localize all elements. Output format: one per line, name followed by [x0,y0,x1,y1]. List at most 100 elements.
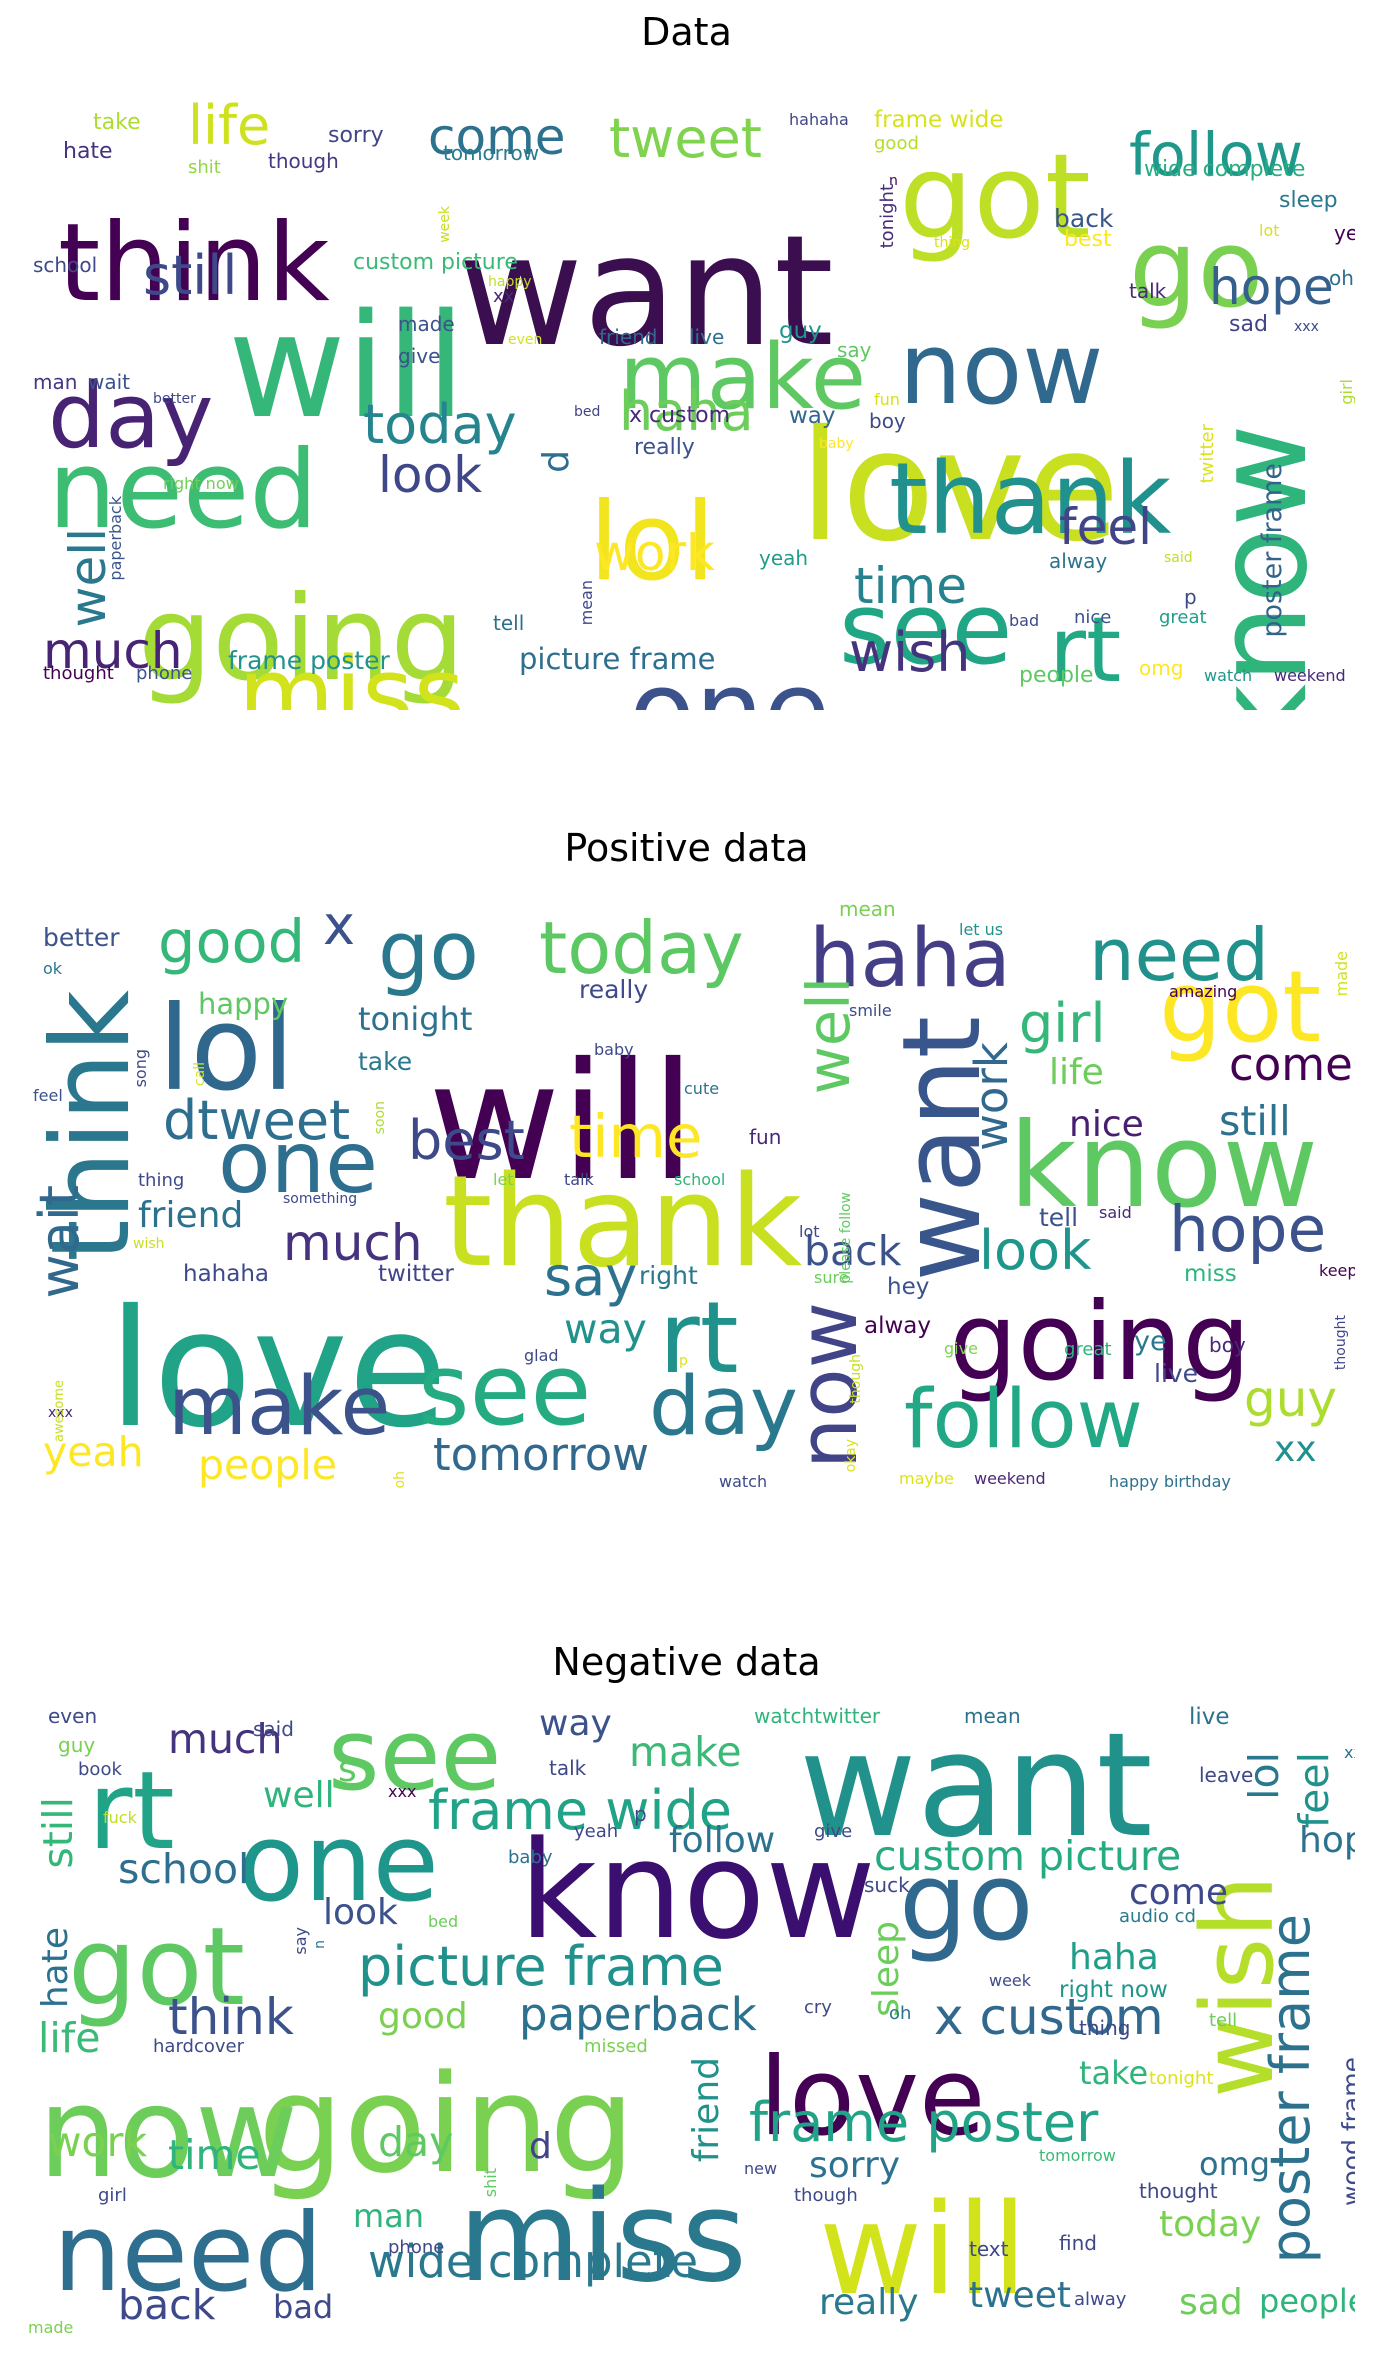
word-cloud-word: s [338,1749,357,1790]
word-cloud-word: want [799,1701,1153,1869]
word-cloud-word: much [43,622,183,680]
word-cloud-word: wish [849,621,971,684]
word-cloud-word: bed [574,404,601,420]
word-cloud-word: well [794,977,863,1095]
word-cloud-word: come [1129,1872,1229,1913]
word-cloud-word: sorry [328,123,384,148]
word-cloud-word: people [1259,2282,1355,2320]
word-cloud-word: dtweet [163,1089,351,1152]
word-cloud-word: say [837,338,872,362]
word-cloud-word: now [899,312,1104,427]
word-cloud-word: life [38,2014,101,2062]
word-cloud-word: xxx [388,1782,417,1801]
word-cloud-word: work [965,1042,1018,1151]
word-cloud-word: lot [1259,221,1280,240]
word-cloud-word: haha [809,912,1011,1006]
word-cloud-word: ye [1134,1326,1167,1357]
word-cloud-word: know [1009,1097,1319,1234]
word-cloud-word: let us [959,920,1004,939]
word-cloud-word: one [238,1801,439,1926]
word-cloud-word: people [198,1441,337,1489]
word-cloud-word: school [118,1845,250,1893]
word-cloud-word: rt [659,1281,739,1396]
word-cloud-word: man [33,370,78,394]
word-cloud-word: phone [388,2237,445,2258]
word-cloud-word: go [1129,207,1264,332]
word-cloud-word: weekend [974,1469,1046,1488]
word-cloud-word: x custom [629,403,731,428]
word-cloud-word: time [168,2131,261,2179]
word-cloud-word: tomorrow [1039,2146,1116,2165]
word-cloud-word: wide complete [368,2235,699,2288]
word-cloud-word: thank [443,1148,803,1295]
word-cloud-word: one [218,1113,379,1213]
word-cloud-word: guy [1244,1370,1338,1428]
word-cloud-word: way [789,403,836,429]
word-cloud-word: hate [35,1927,76,2009]
word-cloud-word: alway [1049,549,1108,573]
word-cloud-word: made [1332,951,1351,997]
word-cloud-word: ok [43,959,63,978]
word-cloud-word: say [291,1927,310,1955]
word-cloud-word: haha [1069,1937,1159,1978]
word-cloud-word: thank [889,442,1172,557]
word-cloud-word: mean [964,1704,1021,1728]
word-cloud-word: weekend [1274,666,1346,685]
word-cloud-word: oh [889,2003,912,2024]
word-cloud-word: poster frame [1257,463,1288,638]
word-cloud-word: tell [493,611,525,635]
word-cloud-word: really [579,975,649,1004]
word-cloud-word: lot [799,1222,820,1241]
word-cloud-word: missed [584,2036,648,2057]
word-cloud-word: happy [488,274,532,290]
word-cloud-word: live [1189,1704,1230,1730]
word-cloud-word: p [634,1802,647,1826]
word-cloud-word: baby [594,1040,634,1059]
word-cloud-word: thought [1333,1315,1349,1371]
word-cloud-word: watch [1204,666,1253,685]
word-cloud-word: need [1089,913,1269,997]
word-cloud-word: hate [63,139,113,164]
word-cloud-word: picture frame [358,1935,724,1998]
word-cloud-word: sad [1229,312,1268,337]
word-cloud-word: alway [1074,2289,1127,2310]
word-cloud-word: tomorrow [443,141,540,165]
word-cloud-word: book [78,1759,122,1780]
word-cloud-word: soon [372,1101,388,1135]
panel-title-data: Data [641,10,732,54]
word-cloud-word: frame wide [874,107,1004,133]
word-cloud-word: twitter [1197,424,1218,484]
word-cloud-word: yeah [43,1428,144,1476]
word-cloud-word: frame poster [228,646,390,675]
word-cloud-word: great [1159,607,1207,628]
word-cloud-word: need [48,428,318,553]
word-cloud-word: omg [1199,2145,1271,2183]
word-cloud-word: thing [1079,2016,1131,2040]
word-cloud-word: know [519,1812,876,1969]
word-cloud-word: great [1064,1339,1112,1360]
word-cloud-word: people [1019,663,1094,688]
word-cloud-word: will [819,2176,1028,2323]
word-cloud-word: xxx [1294,319,1319,335]
word-cloud-word: today [539,906,744,990]
word-cloud-positive: will love thank know want going lol think see rt g… [18,873,1355,1528]
word-cloud-word: think [58,201,330,326]
word-cloud-word: bed [428,1912,459,1931]
word-cloud-word: phone [136,663,193,684]
word-cloud-word: yeah [574,1821,619,1842]
word-cloud-word: feel [33,1086,63,1105]
word-cloud-word: n [889,173,898,189]
word-cloud-word: going [949,1280,1251,1405]
word-cloud-word: find [1059,2231,1097,2255]
word-cloud-word: one [629,658,830,711]
word-cloud-word: xx [1344,1743,1355,1762]
word-cloud-word: follow [1129,120,1304,189]
word-cloud-word: alway [864,1313,932,1339]
word-cloud-word: amazing [1169,982,1238,1001]
word-cloud-word: rt [88,1749,175,1874]
word-cloud-word: okay [843,1439,859,1473]
word-cloud-word: shit [481,2168,500,2198]
word-cloud-word: time [854,557,967,615]
word-cloud-word: n [312,1940,328,1949]
word-cloud-word: baby [508,1847,553,1868]
